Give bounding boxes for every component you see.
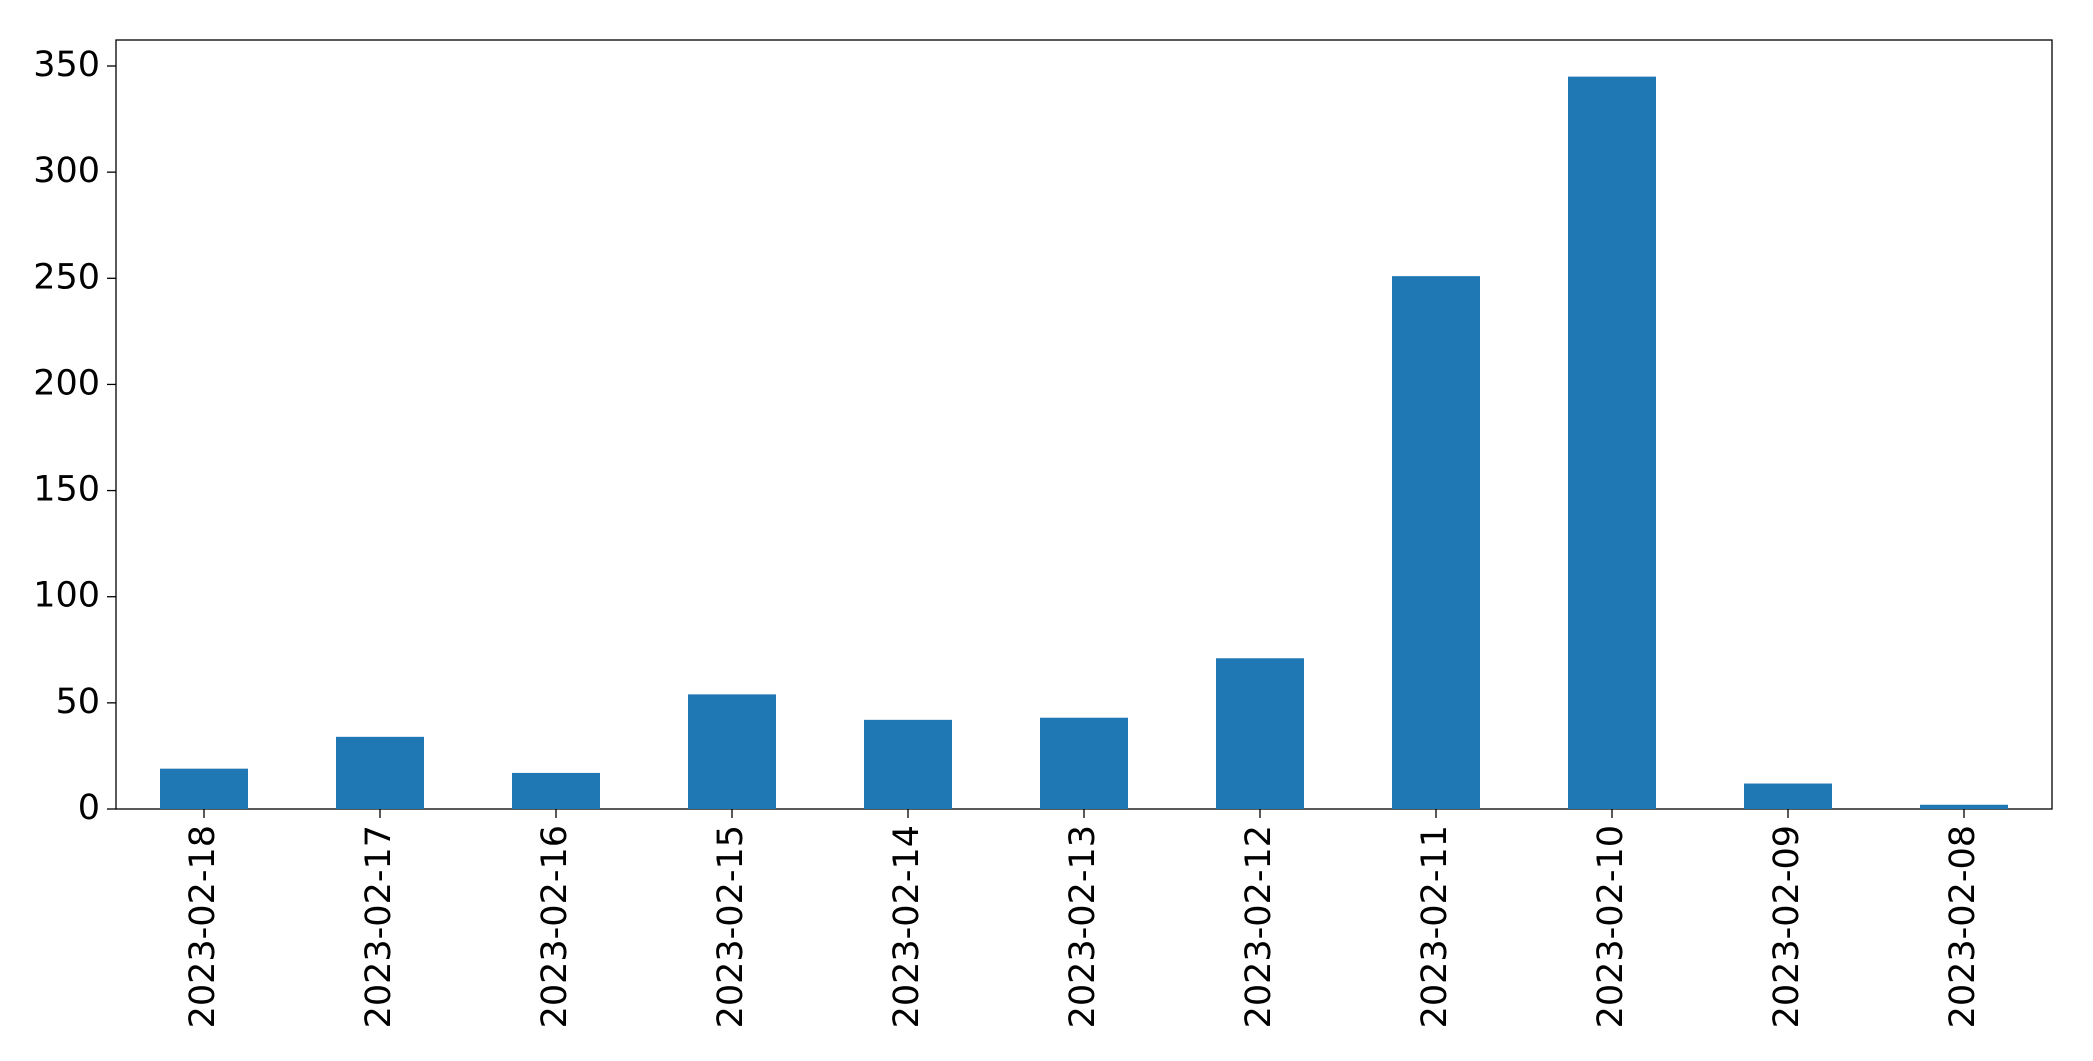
y-tick-label: 350 [33, 45, 100, 85]
x-tick-label: 2023-02-09 [1767, 825, 1807, 1028]
bar [1216, 658, 1304, 809]
bar [864, 719, 952, 809]
bar [1392, 276, 1480, 809]
bar [336, 736, 424, 809]
x-tick-label: 2023-02-14 [887, 825, 927, 1028]
x-tick-label: 2023-02-08 [1943, 825, 1983, 1028]
y-tick-label: 50 [55, 682, 100, 722]
y-tick-label: 150 [33, 470, 100, 510]
x-tick-label: 2023-02-17 [359, 825, 399, 1028]
x-tick-label: 2023-02-18 [183, 825, 223, 1028]
x-tick-label: 2023-02-15 [711, 825, 751, 1028]
plot-frame [115, 39, 2053, 810]
y-tick-label: 100 [33, 576, 100, 616]
bar [1568, 76, 1656, 810]
x-tick-label: 2023-02-16 [535, 825, 575, 1028]
x-tick-label: 2023-02-13 [1063, 825, 1103, 1028]
bar [688, 694, 776, 809]
bar [1040, 717, 1128, 809]
y-tick-label: 200 [33, 363, 100, 403]
bar [1744, 783, 1832, 809]
x-tick-label: 2023-02-10 [1591, 825, 1631, 1028]
bar [1920, 804, 2008, 809]
x-tick-label: 2023-02-12 [1239, 825, 1279, 1028]
y-tick-label: 250 [33, 257, 100, 297]
x-tick-label: 2023-02-11 [1415, 825, 1455, 1028]
bar [160, 768, 248, 809]
bar [512, 772, 600, 809]
y-tick-label: 0 [78, 788, 100, 828]
y-tick-label: 300 [33, 151, 100, 191]
